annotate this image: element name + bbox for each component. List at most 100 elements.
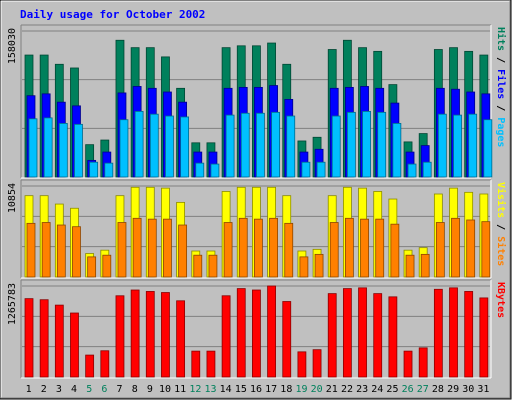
bar-sites-day-21 [329, 222, 339, 278]
bar-pages-day-22 [346, 111, 356, 178]
bar-kbytes-day-10 [161, 292, 170, 378]
bar-pages-day-15 [240, 112, 250, 178]
bar-pages-day-28 [437, 113, 447, 178]
bar-kbytes-day-24 [373, 293, 383, 378]
bar-sites-day-4 [72, 226, 81, 278]
bar-pages-day-25 [392, 123, 402, 178]
bar-sites-day-1 [26, 222, 36, 278]
x-tick-label: 6 [101, 384, 107, 395]
bar-kbytes-day-31 [479, 297, 489, 378]
bar-pages-day-9 [149, 113, 159, 178]
bar-kbytes-day-23 [358, 287, 367, 378]
x-tick-label: 26 [402, 384, 414, 395]
bar-kbytes-day-6 [100, 350, 110, 378]
bar-kbytes-day-21 [327, 293, 337, 378]
bar-pages-day-18 [286, 115, 296, 178]
x-tick-label: 19 [295, 384, 307, 395]
bar-pages-day-16 [256, 112, 265, 178]
bar-pages-day-21 [331, 115, 341, 178]
x-tick-label: 15 [235, 384, 247, 395]
x-tick-label: 1 [26, 384, 32, 395]
x-tick-label: 20 [311, 384, 323, 395]
panel-middle-legend-part: / [495, 218, 506, 236]
bar-pages-day-23 [362, 111, 371, 178]
panel-top-legend-part: Files [495, 69, 507, 99]
x-tick-label: 27 [417, 384, 429, 395]
bar-sites-day-26 [405, 254, 415, 278]
x-tick-label: 13 [204, 384, 216, 395]
bar-sites-day-20 [314, 253, 324, 278]
bar-kbytes-day-8 [130, 289, 140, 378]
bar-kbytes-day-19 [297, 351, 307, 378]
bar-sites-day-14 [223, 222, 233, 278]
bar-pages-day-13 [210, 163, 220, 178]
x-tick-label: 8 [132, 384, 138, 395]
x-tick-label: 12 [189, 384, 201, 395]
x-tick-label: 7 [117, 384, 123, 395]
x-tick-label: 11 [174, 384, 186, 395]
bar-pages-day-29 [453, 114, 462, 178]
panel-top-legend-part: Pages [495, 117, 506, 147]
x-tick-label: 23 [356, 384, 368, 395]
bar-sites-day-22 [344, 217, 354, 278]
panel-top-legend-part: Hits [495, 27, 507, 51]
panel-middle-max-label: 10854 [7, 183, 18, 213]
bar-pages-day-7 [119, 119, 129, 178]
bar-sites-day-30 [466, 219, 476, 278]
bar-pages-day-19 [301, 161, 311, 178]
panel-middle-legend-part: Visits [495, 182, 507, 218]
bar-sites-day-10 [163, 218, 172, 278]
panel-top-legend-part: / [495, 51, 506, 69]
bar-kbytes-day-11 [176, 300, 186, 378]
bar-pages-day-4 [74, 123, 83, 178]
x-tick-label: 10 [159, 384, 171, 395]
bar-pages-day-3 [58, 123, 68, 178]
bar-kbytes-day-25 [388, 296, 398, 378]
bar-pages-day-14 [225, 114, 235, 178]
bar-pages-day-10 [165, 115, 174, 178]
x-tick-label: 9 [147, 384, 153, 395]
x-tick-label: 30 [462, 384, 474, 395]
bar-pages-day-6 [104, 162, 114, 178]
bar-sites-day-24 [375, 218, 385, 278]
panel-top-legend-part: / [495, 99, 506, 117]
bar-pages-day-26 [407, 163, 417, 178]
bar-kbytes-day-5 [85, 354, 95, 378]
bar-kbytes-day-29 [449, 287, 458, 378]
bar-kbytes-day-3 [54, 304, 64, 378]
bar-sites-day-19 [299, 256, 309, 278]
x-tick-label: 31 [477, 384, 489, 395]
bar-pages-day-8 [134, 111, 144, 178]
panel-middle-legend-part: Sites [495, 236, 507, 266]
x-tick-label: 21 [326, 384, 338, 395]
bar-kbytes-day-9 [145, 291, 155, 378]
bar-kbytes-day-27 [418, 347, 428, 378]
bar-pages-day-20 [316, 161, 326, 178]
bar-sites-day-3 [56, 224, 66, 278]
bar-sites-day-28 [435, 222, 445, 278]
bar-kbytes-day-12 [191, 350, 201, 378]
panel-top-legend: Hits / Files / Pages [495, 27, 507, 147]
bar-pages-day-27 [422, 161, 432, 178]
bar-pages-day-2 [43, 117, 53, 178]
bar-kbytes-day-14 [221, 295, 231, 378]
bar-sites-day-27 [420, 253, 430, 278]
bars-layer [24, 39, 493, 378]
bar-pages-day-11 [180, 116, 190, 178]
bar-sites-day-15 [238, 217, 248, 278]
bar-pages-day-30 [468, 113, 478, 178]
bar-sites-day-12 [193, 254, 203, 278]
bar-sites-day-8 [132, 217, 142, 278]
bar-kbytes-day-13 [206, 350, 216, 378]
x-tick-label: 25 [386, 384, 398, 395]
bar-kbytes-day-18 [282, 301, 292, 378]
x-tick-label: 28 [432, 384, 444, 395]
bar-sites-day-29 [451, 217, 460, 278]
bar-sites-day-31 [481, 221, 491, 278]
x-tick-label: 22 [341, 384, 353, 395]
bar-pages-day-24 [377, 111, 387, 178]
bar-sites-day-18 [284, 222, 294, 278]
bar-sites-day-9 [147, 218, 157, 278]
panel-bottom-legend-part: KBytes [495, 282, 506, 318]
bar-sites-day-7 [117, 222, 127, 278]
